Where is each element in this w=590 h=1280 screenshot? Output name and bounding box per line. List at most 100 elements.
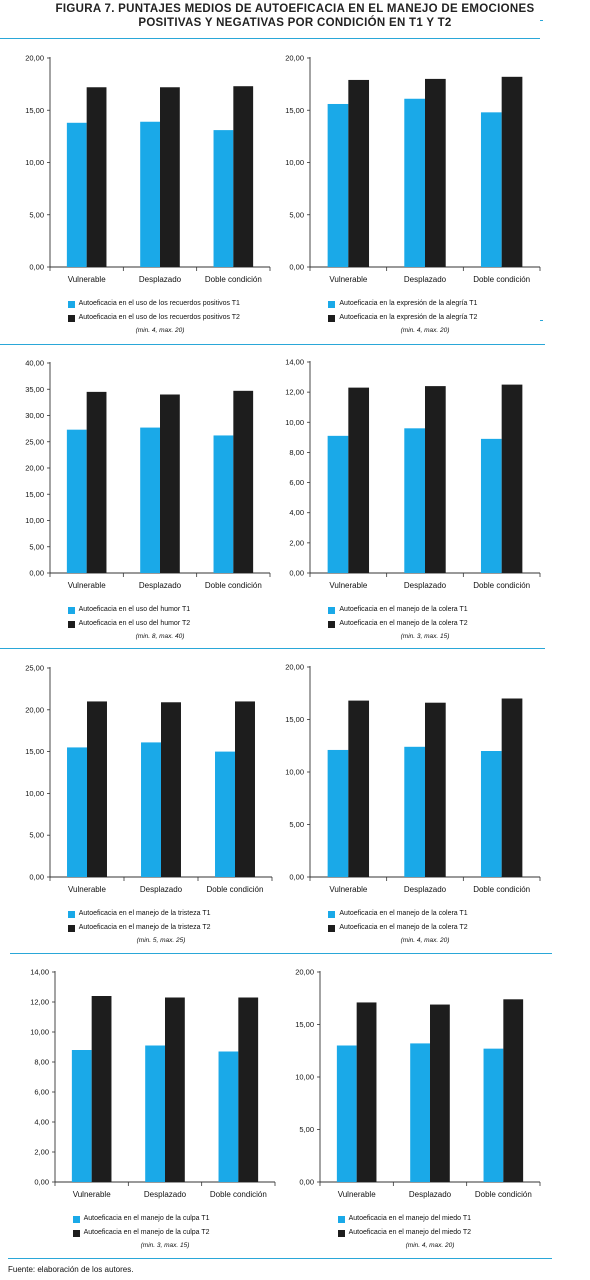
legend-label: Autoeficacia en el manejo de la colera T…: [339, 620, 468, 627]
bar-t1: [215, 751, 235, 877]
bar-t2: [235, 701, 255, 877]
y-tick-label: 10,00: [295, 1073, 314, 1082]
bar-t2: [430, 1004, 450, 1182]
bar-t1: [213, 130, 234, 267]
bar-t1: [404, 98, 425, 267]
y-tick-label: 10,00: [25, 789, 44, 798]
bar-t2: [348, 79, 370, 267]
x-tick-label: Desplazado: [404, 885, 447, 894]
legend-swatch: [328, 621, 336, 628]
bar-t2: [348, 700, 370, 877]
chart-expresion-alegria: 0,00 5,00 10,00 15,00 20,00 Vulnerable Desplaz…: [280, 38, 550, 344]
y-tick-label: 20,00: [25, 54, 44, 63]
x-tick-label: Vulnerable: [68, 581, 107, 590]
legend-label: Autoeficacia en el manejo del miedo T2: [348, 1229, 472, 1236]
chart-svg: 0,00 5,00 10,00 15,00 20,00 Vulnerable Desplaz…: [295, 968, 541, 1199]
y-tick-label: 0,00: [299, 1178, 314, 1187]
y-tick-label: 30,00: [25, 411, 44, 420]
y-tick-label: 15,00: [25, 490, 44, 499]
x-tick-label: Desplazado: [409, 1190, 452, 1199]
bar-t2: [348, 387, 370, 573]
chart-svg: 0,00 5,00 10,00 15,00 20,00 25,00 30,00 35,00 40…: [25, 359, 271, 590]
x-tick-label: Doble condición: [473, 885, 530, 894]
y-tick-label: 5,00: [289, 210, 304, 219]
y-tick-label: 4,00: [34, 1118, 49, 1127]
bar-t2: [501, 698, 523, 877]
chart-manejo-colera-2: 0,00 5,00 10,00 15,00 20,00 Vulnerable Desplaz…: [280, 648, 550, 953]
figure-title: FIGURA 7. PUNTAJES MEDIOS DE AUTOEFICACI…: [0, 2, 590, 30]
chart-legend: Autoeficacia en el manejo de la colera T…: [328, 910, 550, 941]
bar-t2: [160, 394, 180, 573]
bar-t2: [161, 702, 181, 877]
y-tick-label: 0,00: [29, 263, 44, 272]
y-tick-label: 15,00: [285, 106, 304, 115]
y-tick-label: 10,00: [30, 1028, 49, 1037]
chart-legend: Autoeficacia en el manejo de la tristeza…: [67, 910, 280, 941]
legend-swatch: [328, 301, 336, 308]
chart-svg: 0,00 5,00 10,00 15,00 20,00 Vulnerable Desplaz…: [285, 54, 541, 284]
range-note: (min. 4, max. 20): [400, 937, 450, 944]
y-tick-label: 15,00: [25, 747, 44, 756]
y-tick-label: 25,00: [25, 664, 44, 673]
range-note: (min. 3, max. 15): [140, 1242, 190, 1249]
bar-t1: [66, 122, 87, 267]
y-tick-label: 0,00: [29, 569, 44, 578]
bar-t1: [480, 751, 502, 877]
bar-t2: [165, 997, 185, 1182]
x-tick-label: Desplazado: [404, 581, 447, 590]
bar-t2: [86, 391, 107, 573]
legend-swatch: [67, 925, 75, 932]
bar-t2: [503, 999, 524, 1182]
y-tick-label: 20,00: [295, 968, 314, 977]
y-tick-label: 12,00: [30, 998, 49, 1007]
y-tick-label: 0,00: [289, 263, 304, 272]
y-tick-label: 25,00: [25, 437, 44, 446]
x-tick-label: Doble condición: [473, 275, 530, 284]
chart-svg: 0,00 2,00 4,00 6,00 8,00 10,00 12,00 14,00 Vulne…: [30, 968, 276, 1199]
chart-manejo-miedo: 0,00 5,00 10,00 15,00 20,00 Vulnerable Desplaz…: [280, 953, 550, 1258]
y-tick-label: 0,00: [34, 1178, 49, 1187]
bar-t2: [425, 702, 446, 877]
bar-t1: [140, 427, 160, 573]
bar-t1: [483, 1048, 504, 1182]
x-tick-label: Desplazado: [139, 581, 182, 590]
x-tick-label: Vulnerable: [329, 885, 368, 894]
bar-t1: [218, 1051, 239, 1182]
x-tick-label: Desplazado: [139, 275, 182, 284]
chart-svg: 0,00 2,00 4,00 6,00 8,00 10,00 12,00 14,00 Vulne…: [285, 358, 541, 590]
y-tick-label: 10,00: [285, 158, 304, 167]
x-tick-label: Vulnerable: [329, 275, 368, 284]
y-tick-label: 6,00: [289, 478, 304, 487]
legend-label: Autoeficacia en el manejo de la colera T…: [339, 910, 468, 917]
y-tick-label: 5,00: [299, 1125, 314, 1134]
y-tick-label: 20,00: [285, 54, 304, 63]
x-tick-label: Desplazado: [144, 1190, 187, 1199]
chart-legend: Autoeficacia en la expresión de la alegr…: [328, 300, 550, 331]
bar-t1: [336, 1045, 357, 1182]
legend-swatch: [67, 315, 75, 322]
range-note: (min. 4, max. 20): [405, 1242, 455, 1249]
legend-label: Autoeficacia en el manejo de la tristeza…: [78, 924, 211, 931]
source-note: Fuente: elaboración de los autores.: [8, 1265, 134, 1274]
bar-t1: [327, 749, 349, 877]
x-tick-label: Doble condición: [473, 581, 530, 590]
chart-legend: Autoeficacia en el uso de los recuerdos …: [67, 300, 280, 331]
legend-swatch: [328, 607, 336, 614]
legend-swatch: [67, 301, 75, 308]
bar-t2: [356, 1002, 377, 1182]
legend-label: Autoeficacia en el manejo de la culpa T1: [83, 1215, 210, 1222]
y-tick-label: 0,00: [289, 873, 304, 882]
bar-t1: [213, 435, 234, 573]
bar-t2: [238, 997, 259, 1182]
chart-uso-humor: 0,00 5,00 10,00 15,00 20,00 25,00 30,00 35,00 40…: [0, 344, 280, 648]
y-tick-label: 8,00: [34, 1058, 49, 1067]
x-tick-label: Desplazado: [140, 885, 183, 894]
bar-t1: [140, 121, 160, 268]
chart-manejo-tristeza: 0,00 5,00 10,00 15,00 20,00 25,00 Vulnerable De…: [0, 648, 280, 953]
separator-row-2: [0, 648, 545, 649]
y-tick-label: 5,00: [289, 820, 304, 829]
legend-swatch: [72, 1230, 80, 1237]
chart-svg: 0,00 5,00 10,00 15,00 20,00 Vulnerable Desplaz…: [285, 663, 541, 894]
y-tick-label: 2,00: [34, 1148, 49, 1157]
legend-label: Autoeficacia en la expresión de la alegr…: [339, 300, 478, 307]
